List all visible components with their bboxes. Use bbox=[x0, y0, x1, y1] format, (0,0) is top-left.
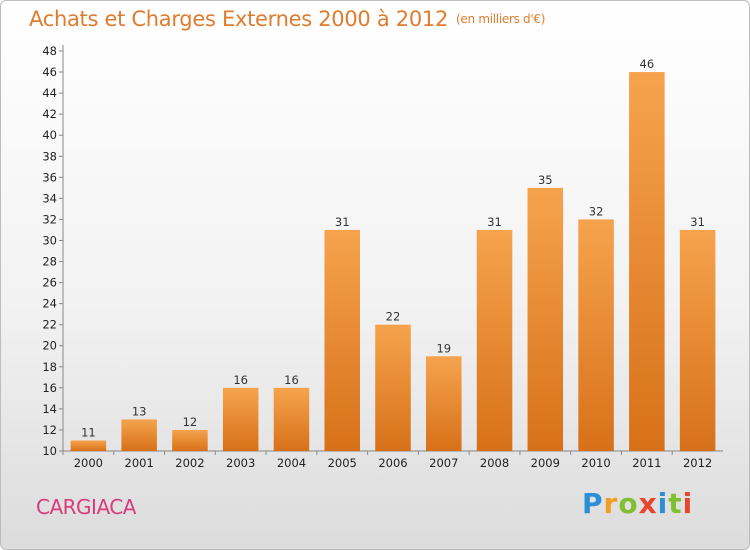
y-tick-label: 20 bbox=[42, 339, 57, 353]
logo-letter: r bbox=[603, 487, 619, 520]
chart-title-text: Achats et Charges Externes 2000 à 2012 bbox=[29, 7, 449, 31]
bar-value-label: 19 bbox=[436, 341, 451, 355]
bar-value-label: 22 bbox=[386, 310, 401, 324]
bar-2006 bbox=[375, 324, 411, 451]
logo-letter: x bbox=[638, 487, 658, 520]
bars bbox=[70, 72, 716, 451]
bar-value-label: 31 bbox=[690, 215, 705, 229]
bar-2005 bbox=[324, 229, 360, 451]
logo-letter: i bbox=[657, 487, 669, 520]
y-tick-label: 40 bbox=[42, 128, 57, 142]
chart-title: Achats et Charges Externes 2000 à 2012 (e… bbox=[29, 7, 545, 31]
bar-2001 bbox=[121, 419, 157, 451]
y-tick-label: 22 bbox=[42, 318, 57, 332]
bar-2004 bbox=[273, 387, 310, 451]
bar-value-label: 16 bbox=[284, 373, 299, 387]
bar-2011 bbox=[629, 72, 665, 451]
bar-2009 bbox=[527, 187, 564, 451]
y-tick-label: 42 bbox=[42, 107, 57, 121]
proxiti-logo: Proxiti bbox=[582, 487, 693, 520]
bar-value-label: 35 bbox=[538, 173, 553, 187]
y-tick-label: 14 bbox=[42, 402, 57, 416]
y-tick-label: 16 bbox=[42, 381, 57, 395]
data-labels: 11 13 12 16 16 31 22 19 31 35 32 46 31 bbox=[81, 57, 705, 439]
x-tick-label: 2002 bbox=[175, 456, 204, 470]
x-tick-label: 2000 bbox=[74, 456, 103, 470]
x-tick-label: 2007 bbox=[429, 456, 458, 470]
bar-2010 bbox=[578, 219, 614, 451]
bar-2008 bbox=[476, 229, 513, 451]
axes: 10 12 14 16 18 20 22 24 26 28 30 32 34 36 38 40 42 44 46 48… bbox=[42, 44, 723, 470]
x-tick-label: 2012 bbox=[683, 456, 712, 470]
y-tick-label: 30 bbox=[42, 233, 57, 247]
bar-value-label: 16 bbox=[233, 373, 248, 387]
bar-value-label: 11 bbox=[81, 425, 96, 439]
bar-2007 bbox=[426, 356, 462, 451]
y-tick-label: 46 bbox=[42, 65, 57, 79]
y-tick-label: 26 bbox=[42, 276, 57, 290]
place-name: CARGIACA bbox=[36, 495, 136, 519]
bar-value-label: 31 bbox=[335, 215, 350, 229]
y-tick-label: 18 bbox=[42, 360, 57, 374]
bar-2012 bbox=[679, 229, 716, 451]
x-tick-label: 2003 bbox=[226, 456, 255, 470]
x-tick-label: 2001 bbox=[125, 456, 154, 470]
logo-letter: P bbox=[582, 487, 604, 520]
x-tick-label: 2005 bbox=[328, 456, 357, 470]
x-tick-label: 2006 bbox=[378, 456, 407, 470]
y-tick-label: 24 bbox=[42, 297, 57, 311]
x-tick-label: 2011 bbox=[632, 456, 661, 470]
bar-2003 bbox=[222, 387, 259, 451]
y-tick-label: 10 bbox=[42, 444, 57, 458]
y-tick-label: 12 bbox=[42, 423, 57, 437]
x-tick-label: 2009 bbox=[531, 456, 560, 470]
y-tick-label: 36 bbox=[42, 170, 57, 184]
y-tick-label: 48 bbox=[42, 44, 57, 58]
logo-letter: i bbox=[682, 487, 694, 520]
x-tick-label: 2008 bbox=[480, 456, 509, 470]
bar-value-label: 46 bbox=[640, 57, 655, 71]
bar-value-label: 13 bbox=[132, 404, 147, 418]
x-tick-label: 2004 bbox=[277, 456, 306, 470]
y-tick-label: 44 bbox=[42, 86, 57, 100]
x-tick-label: 2010 bbox=[581, 456, 610, 470]
logo-letter: t bbox=[668, 487, 683, 520]
bar-2000 bbox=[70, 440, 107, 451]
y-tick-label: 38 bbox=[42, 149, 57, 163]
bar-value-label: 31 bbox=[487, 215, 502, 229]
bar-value-label: 12 bbox=[183, 415, 198, 429]
y-tick-label: 28 bbox=[42, 255, 57, 269]
bar-2002 bbox=[172, 429, 208, 451]
logo-letter: o bbox=[618, 487, 639, 520]
chart-title-unit: (en milliers d'€) bbox=[456, 12, 546, 26]
y-tick-label: 34 bbox=[42, 191, 57, 205]
y-tick-label: 32 bbox=[42, 212, 57, 226]
bar-value-label: 32 bbox=[589, 204, 604, 218]
